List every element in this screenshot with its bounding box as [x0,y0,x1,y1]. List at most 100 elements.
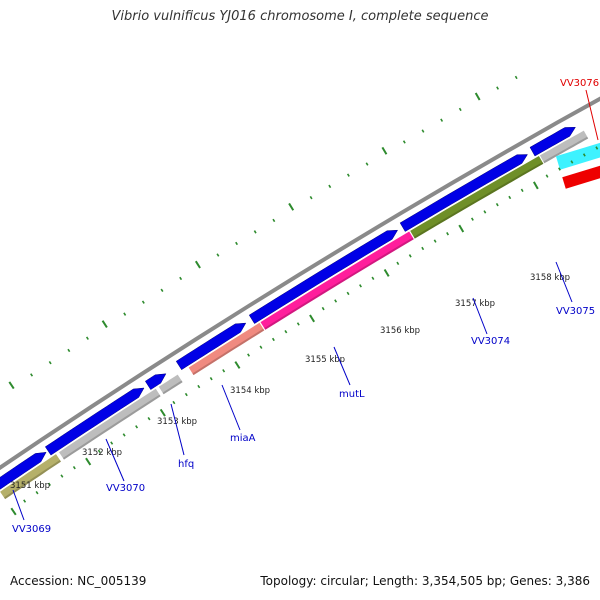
kbp-tick [222,369,226,373]
tick-mark [514,75,518,80]
tick-mark [101,320,108,328]
tick-mark [235,241,239,246]
gene-label: mutL [339,389,365,400]
kbp-tick [296,322,300,326]
accession-text: Accession: NC_005139 [10,574,147,588]
red-gene [562,164,600,189]
gene-shadow [162,380,183,395]
kbp-tick [85,457,92,466]
kbp-tick [209,376,213,381]
gene-shadow [4,460,61,500]
kbp-tick [508,195,512,200]
kbp-tick [446,232,450,236]
label-leader-line [105,438,125,482]
kbp-tick [383,268,390,277]
kbp-tick [60,474,64,478]
kbp-tick [520,188,524,193]
tick-mark [365,162,369,166]
tick-mark [474,92,481,101]
kbp-tick [97,449,101,453]
tick-mark [160,288,164,292]
kbp-tick [595,146,599,150]
label-leader-line [585,89,599,141]
kbp-tick [271,337,275,342]
kbp-tick-ring [10,146,599,516]
kbp-tick [433,239,437,243]
kbp-tick [247,353,251,357]
tick-mark [85,336,89,340]
kbp-tick [334,299,338,303]
tick-mark [402,140,406,144]
gene-label: VV3076 [560,78,599,89]
gene-label: VV3074 [471,336,510,347]
tick-mark [458,107,462,112]
forward-gene [248,229,399,324]
tick-mark [288,202,295,211]
kbp-tick [259,345,263,349]
kbp-tick [72,466,76,470]
kbp-tick [10,507,17,516]
forward-gene [0,451,47,490]
kbp-tick [197,384,201,389]
tick-mark [216,253,220,257]
kbp-label: 3151 kbp [10,481,50,491]
reverse-gene [59,388,161,460]
kbp-tick [359,284,362,288]
tick-mark [309,195,313,200]
kbp-tick [321,306,325,311]
kbp-tick [135,425,139,429]
reverse-gene [539,130,589,164]
tick-mark [123,312,127,316]
kbp-tick [184,392,188,397]
kbp-tick [284,329,288,334]
reverse-gene [0,454,62,500]
kbp-tick [570,160,574,164]
kbp-label: 3156 kbp [380,326,420,336]
kbp-tick [582,153,586,157]
kbp-tick [234,361,241,369]
genome-backbone [0,96,600,471]
gene-label: VV3069 [12,524,51,535]
label-leader-line [472,297,488,335]
reverse-gene [260,231,414,330]
kbp-tick [558,167,561,171]
topology-text: Topology: circular; Length: 3,354,505 bp… [260,574,590,588]
tick-mark [194,260,201,269]
tick-mark [48,360,52,365]
forward-gene [44,387,145,456]
gene-shadow [62,394,161,460]
tick-mark [328,184,332,189]
tick-mark [67,348,71,353]
backbone-line [0,96,600,471]
kbp-tick [421,246,425,251]
kbp-label: 3152 kbp [82,448,122,458]
tick-mark [272,218,276,223]
kbp-tick [346,291,350,296]
reverse-gene [188,322,265,376]
gene-tracks [0,127,600,500]
label-leader-line [12,489,25,521]
cyan-gene [555,141,600,170]
gene-label: miaA [230,433,256,444]
kbp-tick [147,416,151,421]
kbp-tick [35,490,39,495]
tick-mark [30,373,34,377]
reverse-gene [158,374,183,395]
tick-mark [141,300,145,304]
gene-shadow [264,237,414,330]
label-leader-line [555,261,573,303]
forward-gene [529,127,576,157]
kbp-tick [47,482,51,487]
forward-gene [399,154,528,232]
kbp-tick [495,202,499,207]
kbp-tick [159,408,166,417]
kbp-label: 3158 kbp [530,273,570,283]
label-leader-line [333,346,351,386]
kbp-label: 3154 kbp [230,386,270,396]
kbp-tick [309,314,316,323]
kbp-tick [545,174,549,178]
kbp-tick [470,217,474,221]
gene-shadow [413,162,544,239]
gene-label: VV3075 [556,306,595,317]
